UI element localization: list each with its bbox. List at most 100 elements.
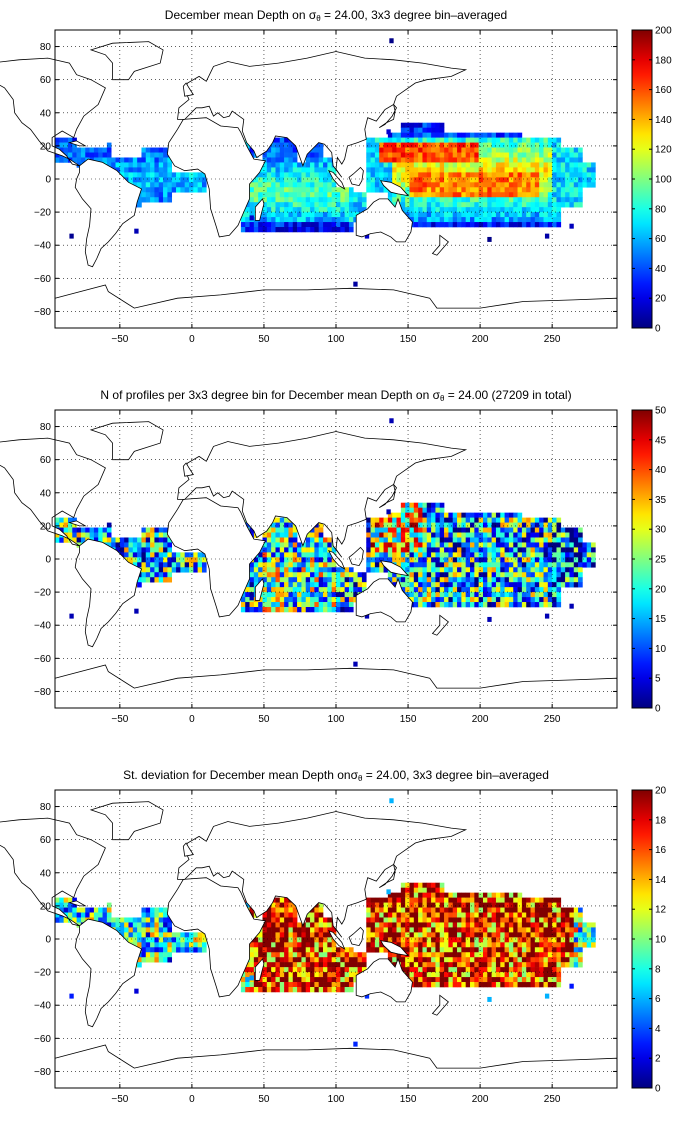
data-cell bbox=[495, 192, 501, 198]
x-tick-label: 0 bbox=[189, 714, 195, 725]
data-cell bbox=[284, 602, 289, 608]
data-cell bbox=[413, 567, 419, 573]
data-cell bbox=[348, 212, 354, 218]
data-cell bbox=[495, 567, 501, 573]
data-cell bbox=[534, 137, 540, 143]
data-cell bbox=[314, 572, 319, 578]
data-cell bbox=[180, 187, 185, 193]
data-cell bbox=[444, 902, 449, 908]
data-cell bbox=[491, 962, 497, 968]
data-cell bbox=[400, 557, 406, 563]
data-cell bbox=[310, 187, 315, 193]
data-cell bbox=[102, 147, 108, 153]
data-cell bbox=[547, 532, 553, 538]
data-cell bbox=[275, 552, 281, 558]
data-cell bbox=[163, 942, 168, 948]
data-cell bbox=[474, 202, 479, 208]
data-cell bbox=[504, 932, 510, 938]
data-cell bbox=[409, 547, 415, 553]
data-cell bbox=[305, 987, 311, 993]
data-cell bbox=[474, 917, 479, 923]
data-cell bbox=[249, 962, 255, 968]
data-cell bbox=[392, 547, 397, 553]
data-cell bbox=[478, 137, 484, 143]
data-cell bbox=[482, 542, 488, 548]
data-cell bbox=[336, 957, 341, 963]
data-cell bbox=[461, 572, 466, 578]
data-cell bbox=[422, 597, 428, 603]
data-cell bbox=[504, 937, 510, 943]
data-cell bbox=[495, 592, 501, 598]
data-cell bbox=[543, 897, 549, 903]
data-cell bbox=[513, 172, 518, 178]
data-cell bbox=[461, 962, 466, 968]
data-cell bbox=[569, 552, 575, 558]
map-plot: −50 0 50 100 150 200 250806040200−20−40−60−800… bbox=[0, 786, 667, 1105]
data-cell bbox=[465, 927, 471, 933]
data-cell bbox=[288, 172, 294, 178]
data-cell bbox=[279, 957, 285, 963]
data-cell bbox=[556, 952, 562, 958]
data-cell bbox=[431, 907, 436, 913]
data-cell bbox=[292, 582, 298, 588]
data-cell bbox=[405, 587, 410, 593]
data-cell bbox=[444, 167, 449, 173]
data-cell bbox=[184, 937, 190, 943]
data-cell bbox=[439, 932, 445, 938]
data-cell bbox=[336, 192, 341, 198]
data-cell bbox=[405, 157, 410, 163]
data-cell bbox=[547, 947, 553, 953]
data-cell bbox=[435, 187, 441, 193]
data-cell bbox=[487, 147, 492, 153]
data-cell bbox=[145, 567, 151, 573]
data-cell bbox=[448, 952, 454, 958]
coastlines bbox=[0, 421, 618, 709]
data-cell bbox=[392, 137, 397, 143]
data-cell bbox=[318, 917, 324, 923]
data-cell bbox=[318, 182, 324, 188]
data-cell bbox=[275, 987, 281, 993]
data-cell bbox=[504, 587, 510, 593]
data-cell bbox=[357, 967, 363, 973]
data-cell bbox=[262, 157, 268, 163]
data-cell bbox=[478, 932, 484, 938]
data-cell bbox=[405, 547, 410, 553]
data-cell bbox=[310, 927, 315, 933]
data-cell bbox=[534, 207, 540, 213]
data-cell bbox=[305, 572, 311, 578]
data-cell bbox=[452, 547, 458, 553]
data-cell bbox=[560, 952, 566, 958]
data-cell bbox=[297, 567, 302, 573]
data-cell bbox=[526, 517, 531, 523]
data-cell bbox=[470, 892, 475, 898]
data-cell bbox=[508, 977, 514, 983]
data-cell bbox=[461, 892, 466, 898]
data-cell bbox=[478, 152, 484, 158]
data-cell bbox=[435, 207, 441, 213]
data-cell bbox=[383, 927, 389, 933]
data-cell bbox=[275, 217, 281, 223]
data-cell bbox=[452, 212, 458, 218]
data-cell bbox=[409, 502, 415, 508]
data-cell bbox=[504, 522, 510, 528]
data-cell bbox=[431, 182, 436, 188]
data-cell bbox=[413, 197, 419, 203]
data-cell bbox=[193, 947, 198, 953]
data-cell bbox=[478, 947, 484, 953]
data-cell bbox=[426, 142, 432, 148]
data-cell bbox=[491, 547, 497, 553]
data-cell bbox=[409, 582, 415, 588]
data-cell bbox=[586, 182, 592, 188]
data-cell bbox=[457, 967, 462, 973]
data-cell bbox=[508, 167, 514, 173]
data-cell bbox=[521, 577, 527, 583]
data-cell bbox=[163, 162, 168, 168]
data-cell bbox=[284, 587, 289, 593]
data-cell bbox=[336, 987, 341, 993]
data-cell bbox=[327, 967, 332, 973]
data-cell bbox=[318, 602, 324, 608]
data-cell bbox=[128, 927, 134, 933]
data-cell bbox=[275, 567, 281, 573]
data-cell bbox=[439, 902, 445, 908]
data-cell bbox=[482, 532, 488, 538]
